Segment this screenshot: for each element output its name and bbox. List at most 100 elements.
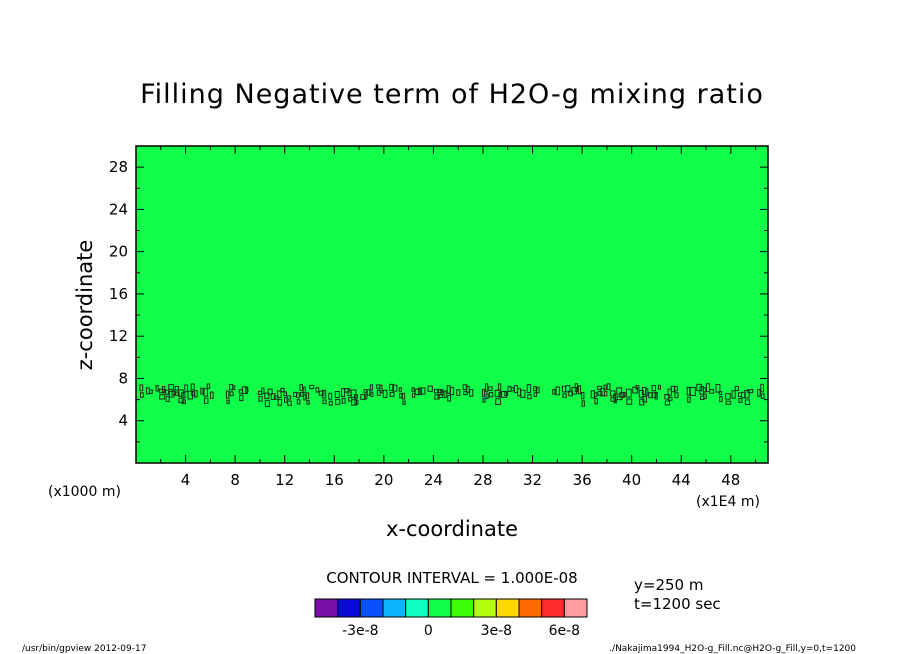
contour-squiggle xyxy=(638,389,644,398)
info-t: t=1200 sec xyxy=(634,595,721,613)
contour-squiggle xyxy=(533,386,537,392)
x-tick-label: 20 xyxy=(374,471,393,489)
contour-squiggle xyxy=(161,385,166,394)
contour-squiggle xyxy=(286,395,292,400)
contour-squiggle xyxy=(193,390,198,398)
contour-squiggle xyxy=(181,399,186,405)
contour-squiggle xyxy=(353,394,358,399)
x-unit-label: (x1E4 m) xyxy=(696,494,760,510)
colorbar-swatch xyxy=(518,598,543,618)
y-axis-label: z-coordinate xyxy=(73,240,97,371)
contour-squiggle xyxy=(747,389,754,394)
contour-squiggle xyxy=(392,384,398,392)
contour-squiggle xyxy=(494,389,501,398)
contour-squiggle xyxy=(158,388,165,394)
contour-squiggle xyxy=(613,398,617,404)
contour-squiggle xyxy=(674,392,679,399)
contour-squiggle xyxy=(328,400,333,406)
contour-squiggle xyxy=(718,390,723,396)
contour-squiggle xyxy=(267,388,273,395)
contour-squiggle xyxy=(241,386,248,395)
contour-squiggle xyxy=(702,387,707,393)
y-unit-label: (x1000 m) xyxy=(48,484,121,500)
contour-squiggle xyxy=(369,384,373,391)
contour-squiggle xyxy=(626,398,633,405)
colorbar-swatch xyxy=(495,598,520,618)
contour-squiggle xyxy=(165,395,170,403)
contour-squiggle xyxy=(577,385,582,395)
contour-squiggle xyxy=(427,385,433,392)
contour-squiggle xyxy=(581,392,585,400)
contour-squiggle xyxy=(414,388,421,396)
colorbar-swatch xyxy=(563,598,588,618)
y-tick-label: 8 xyxy=(118,369,128,387)
contour-squiggle xyxy=(140,392,144,398)
contour-squiggle xyxy=(609,390,616,397)
x-tick-label: 16 xyxy=(325,471,344,489)
contour-squiggle xyxy=(738,398,743,403)
contour-squiggle xyxy=(350,389,357,399)
contour-squiggle xyxy=(309,384,315,390)
contour-squiggle xyxy=(469,389,474,397)
contour-squiggle xyxy=(616,387,623,395)
contour-squiggle xyxy=(447,394,452,402)
contour-squiggle xyxy=(613,393,617,398)
contour-squiggle xyxy=(239,394,244,401)
colorbar-label: -3e-8 xyxy=(342,623,379,639)
colorbar-swatch xyxy=(405,598,429,618)
colorbar-swatch xyxy=(473,598,497,618)
contour-squiggle xyxy=(360,394,366,400)
contour-squiggle xyxy=(734,385,739,392)
y-tick-label: 16 xyxy=(109,285,128,303)
contour-squiggle xyxy=(635,384,640,390)
contour-squiggle xyxy=(155,385,159,392)
info-y: y=250 m xyxy=(634,576,703,594)
contour-squiggle xyxy=(571,386,578,395)
contour-squiggle xyxy=(645,388,649,396)
contour-squiggle xyxy=(725,393,731,400)
contour-squiggle xyxy=(604,391,608,397)
x-tick-label: 4 xyxy=(181,471,191,489)
contour-squiggle xyxy=(594,397,598,405)
footer-right: ./Nakajima1994_H2O-g_Fill.nc@H2O-g_Fill,… xyxy=(609,644,856,654)
x-tick-label: 12 xyxy=(275,471,294,489)
x-tick-label: 8 xyxy=(230,471,240,489)
contour-squiggle xyxy=(606,383,611,391)
contour-squiggle xyxy=(555,386,561,396)
contour-squiggle xyxy=(165,389,170,395)
x-tick-label: 40 xyxy=(622,471,641,489)
contour-squiggle xyxy=(190,383,195,391)
contour-squiggle xyxy=(389,383,394,391)
contour-squiggle xyxy=(181,392,186,399)
footer-left: /usr/bin/gpview 2012-09-17 xyxy=(22,644,146,654)
contour-squiggle xyxy=(597,390,603,396)
contour-squiggle xyxy=(398,387,402,392)
x-axis: 4 8 12 16 20 24 28 32 36 40 44 48 xyxy=(160,146,757,489)
contour-squiggle xyxy=(715,383,721,393)
contour-squiggle xyxy=(625,388,632,398)
contour-squiggle xyxy=(421,387,426,395)
y-tick-label: 28 xyxy=(109,158,128,176)
contour-squiggle xyxy=(299,384,303,391)
contour-squiggle xyxy=(204,397,209,404)
contour-squiggle xyxy=(296,392,300,399)
contour-squiggle xyxy=(364,394,368,400)
contour-squiggle xyxy=(495,398,502,405)
contour-squiggle xyxy=(705,383,711,393)
contour-squiggle xyxy=(696,383,702,392)
contour-squiggle xyxy=(232,385,236,390)
contour-squiggle xyxy=(203,388,208,397)
contour-squiggle xyxy=(351,399,357,406)
contour-squiggle xyxy=(760,383,764,393)
contour-squiggle xyxy=(568,390,574,397)
colorbar-label: 6e-8 xyxy=(549,623,580,639)
colorbar-swatch xyxy=(382,598,407,618)
contour-squiggle xyxy=(334,390,340,399)
contour-squiggle xyxy=(433,388,440,394)
contour-squiggle xyxy=(280,387,285,393)
contour-squiggle xyxy=(652,392,657,398)
colorbar-swatch xyxy=(427,598,452,618)
contour-squiggle xyxy=(175,391,180,396)
contour-squiggle xyxy=(370,391,374,398)
